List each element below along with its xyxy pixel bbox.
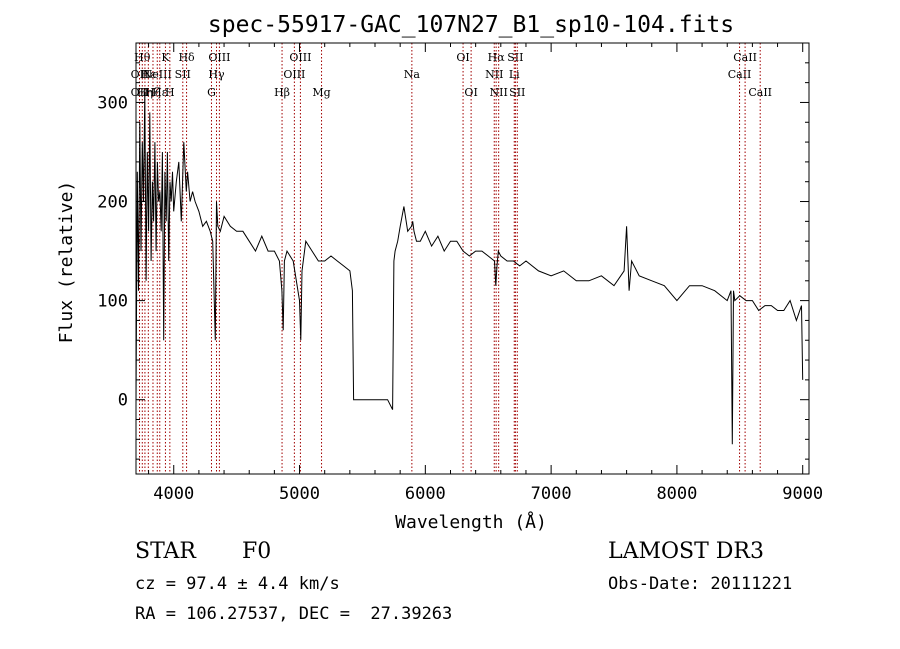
line-label-15: Hβ	[274, 86, 290, 99]
line-label-19: Na	[404, 68, 421, 81]
line-label-24: NII	[490, 86, 508, 99]
line-label-9: H	[165, 86, 175, 99]
line-label-20: OI	[456, 51, 469, 64]
line-label-17: OIII	[289, 51, 311, 64]
line-label-11: Hδ	[178, 51, 195, 64]
object-class: STAR	[135, 539, 196, 564]
y-tick-label-200: 200	[97, 193, 128, 213]
coordinates: RA = 106.27537, DEC = 27.39263	[135, 604, 453, 624]
y-axis-label: Flux (relative)	[56, 181, 77, 344]
chart-title: spec-55917-GAC_107N27_B1_sp10-104.fits	[208, 12, 734, 38]
x-tick-label-9000: 9000	[782, 484, 823, 504]
x-tick-label-8000: 8000	[656, 484, 697, 504]
line-label-2: OII	[131, 86, 149, 99]
object-subclass: F0	[242, 539, 272, 564]
line-label-0: Hθ	[134, 51, 151, 64]
line-label-13: Hγ	[208, 68, 225, 81]
plot-frame	[135, 42, 810, 475]
line-label-27: SII	[509, 86, 525, 99]
y-tick-label-300: 300	[97, 93, 128, 113]
line-label-29: CaII	[733, 51, 757, 64]
line-label-28: CaII	[728, 68, 752, 81]
line-label-18: Mg	[312, 86, 330, 99]
line-label-22: NII	[485, 68, 503, 81]
x-tick-label-7000: 7000	[531, 484, 572, 504]
axis-ticks: 4000 5000 6000 7000 8000 9000 0 100 200 300	[97, 43, 823, 504]
line-label-8: K	[161, 51, 170, 64]
survey-label: LAMOST DR3	[608, 539, 764, 564]
observation-date: Obs-Date: 20111221	[608, 574, 793, 594]
line-label-16: OIII	[283, 68, 305, 81]
x-tick-label-4000: 4000	[153, 484, 194, 504]
y-tick-label-100: 100	[97, 292, 128, 312]
line-label-23: Hα	[488, 51, 506, 64]
redshift-velocity: cz = 97.4 ± 4.4 km/s	[135, 574, 340, 594]
line-label-14: OIII	[208, 51, 230, 64]
line-label-10: SII	[175, 68, 191, 81]
line-label-12: G	[207, 86, 216, 99]
line-label-26: SII	[507, 51, 523, 64]
line-label-4: Hε	[141, 68, 157, 81]
x-axis-label: Wavelength (Å)	[395, 511, 547, 533]
line-label-21: OI	[464, 86, 477, 99]
x-tick-label-6000: 6000	[405, 484, 446, 504]
emission-line-markers: HθOIIOIIHηHεHζNeIIIHεKHSIIHδGHγOIIIHβOII…	[131, 43, 772, 474]
line-label-30: CaII	[748, 86, 772, 99]
x-tick-label-5000: 5000	[279, 484, 320, 504]
line-label-6: NeIII	[143, 68, 172, 81]
series-flux	[135, 92, 804, 445]
y-tick-label-0: 0	[118, 391, 128, 411]
line-label-25: Li	[509, 68, 520, 81]
line-label-7: Hε	[152, 86, 168, 99]
flux-series	[135, 92, 804, 445]
